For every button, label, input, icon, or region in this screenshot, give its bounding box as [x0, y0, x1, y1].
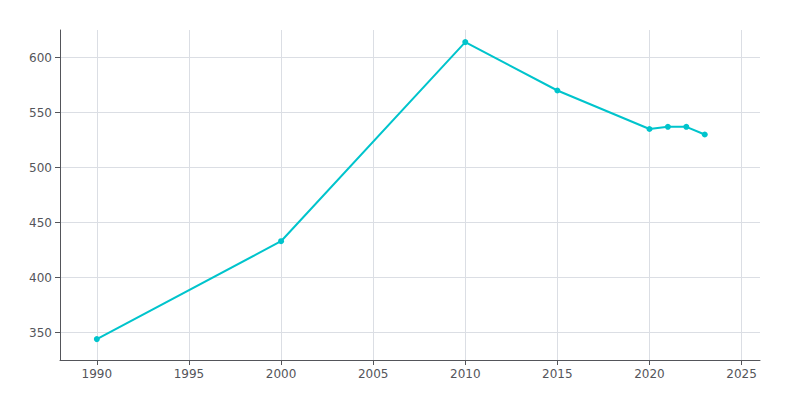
- svg-text:2010: 2010: [450, 367, 481, 381]
- svg-text:2000: 2000: [266, 367, 297, 381]
- svg-text:2020: 2020: [634, 367, 665, 381]
- svg-text:550: 550: [29, 106, 52, 120]
- svg-text:1990: 1990: [82, 367, 113, 381]
- svg-text:2005: 2005: [358, 367, 389, 381]
- svg-text:2025: 2025: [726, 367, 757, 381]
- svg-text:2015: 2015: [542, 367, 573, 381]
- svg-text:450: 450: [29, 216, 52, 230]
- svg-text:500: 500: [29, 161, 52, 175]
- svg-text:350: 350: [29, 326, 52, 340]
- svg-text:1995: 1995: [174, 367, 205, 381]
- svg-text:400: 400: [29, 271, 52, 285]
- svg-text:600: 600: [29, 51, 52, 65]
